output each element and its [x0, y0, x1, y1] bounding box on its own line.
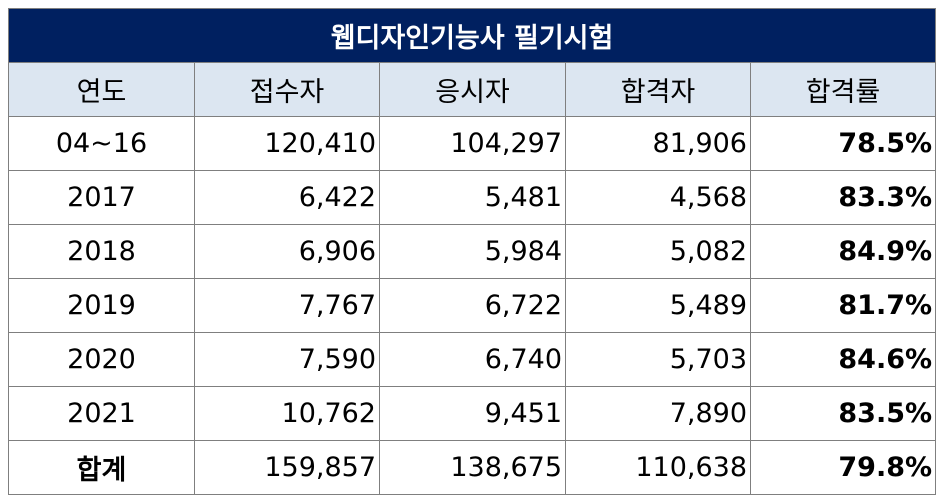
- exam-stats-table: 웹디자인기능사 필기시험 연도 접수자 응시자 합격자 합격률 04~16 12…: [7, 8, 937, 495]
- total-row: 합계 159,857 138,675 110,638 79.8%: [8, 440, 937, 495]
- examinees-cell: 9,451: [379, 386, 566, 441]
- table-row: 2019 7,767 6,722 5,489 81.7%: [8, 278, 937, 333]
- registered-cell: 7,767: [194, 278, 380, 333]
- total-pass-rate-cell: 79.8%: [749, 440, 937, 495]
- table-row: 2017 6,422 5,481 4,568 83.3%: [8, 170, 937, 225]
- year-cell: 2017: [8, 170, 195, 225]
- registered-cell: 6,422: [194, 170, 380, 225]
- registered-cell: 10,762: [194, 386, 380, 441]
- passed-cell: 5,703: [565, 332, 751, 387]
- pass-rate-cell: 83.5%: [749, 386, 937, 441]
- pass-rate-cell: 84.6%: [749, 332, 937, 387]
- table-title: 웹디자인기능사 필기시험: [7, 8, 937, 63]
- examinees-cell: 6,740: [379, 332, 566, 387]
- examinees-cell: 5,481: [379, 170, 566, 225]
- total-registered-cell: 159,857: [194, 440, 380, 495]
- year-cell: 2020: [8, 332, 195, 387]
- passed-cell: 5,489: [565, 278, 751, 333]
- pass-rate-cell: 81.7%: [749, 278, 937, 333]
- registered-cell: 7,590: [194, 332, 380, 387]
- pass-rate-cell: 84.9%: [749, 224, 937, 279]
- column-header-year: 연도: [8, 62, 195, 117]
- pass-rate-cell: 83.3%: [749, 170, 937, 225]
- passed-cell: 81,906: [565, 116, 751, 171]
- registered-cell: 120,410: [194, 116, 380, 171]
- examinees-cell: 5,984: [379, 224, 566, 279]
- table-row: 2020 7,590 6,740 5,703 84.6%: [8, 332, 937, 387]
- registered-cell: 6,906: [194, 224, 380, 279]
- table-row: 2021 10,762 9,451 7,890 83.5%: [8, 386, 937, 441]
- table-row: 04~16 120,410 104,297 81,906 78.5%: [8, 116, 937, 171]
- total-label: 합계: [8, 440, 195, 495]
- examinees-cell: 6,722: [379, 278, 566, 333]
- pass-rate-cell: 78.5%: [749, 116, 937, 171]
- total-passed-cell: 110,638: [565, 440, 751, 495]
- column-header-pass-rate: 합격률: [749, 62, 937, 117]
- column-header-passed: 합격자: [565, 62, 751, 117]
- passed-cell: 5,082: [565, 224, 751, 279]
- year-cell: 2019: [8, 278, 195, 333]
- header-row: 연도 접수자 응시자 합격자 합격률: [8, 62, 937, 117]
- passed-cell: 7,890: [565, 386, 751, 441]
- table-row: 2018 6,906 5,984 5,082 84.9%: [8, 224, 937, 279]
- exam-stats-table-container: 웹디자인기능사 필기시험 연도 접수자 응시자 합격자 합격률 04~16 12…: [7, 8, 937, 495]
- year-cell: 2018: [8, 224, 195, 279]
- examinees-cell: 104,297: [379, 116, 566, 171]
- year-cell: 2021: [8, 386, 195, 441]
- year-cell: 04~16: [8, 116, 195, 171]
- title-row: 웹디자인기능사 필기시험: [7, 8, 937, 63]
- column-header-examinees: 응시자: [379, 62, 566, 117]
- passed-cell: 4,568: [565, 170, 751, 225]
- column-header-registered: 접수자: [194, 62, 380, 117]
- total-examinees-cell: 138,675: [379, 440, 566, 495]
